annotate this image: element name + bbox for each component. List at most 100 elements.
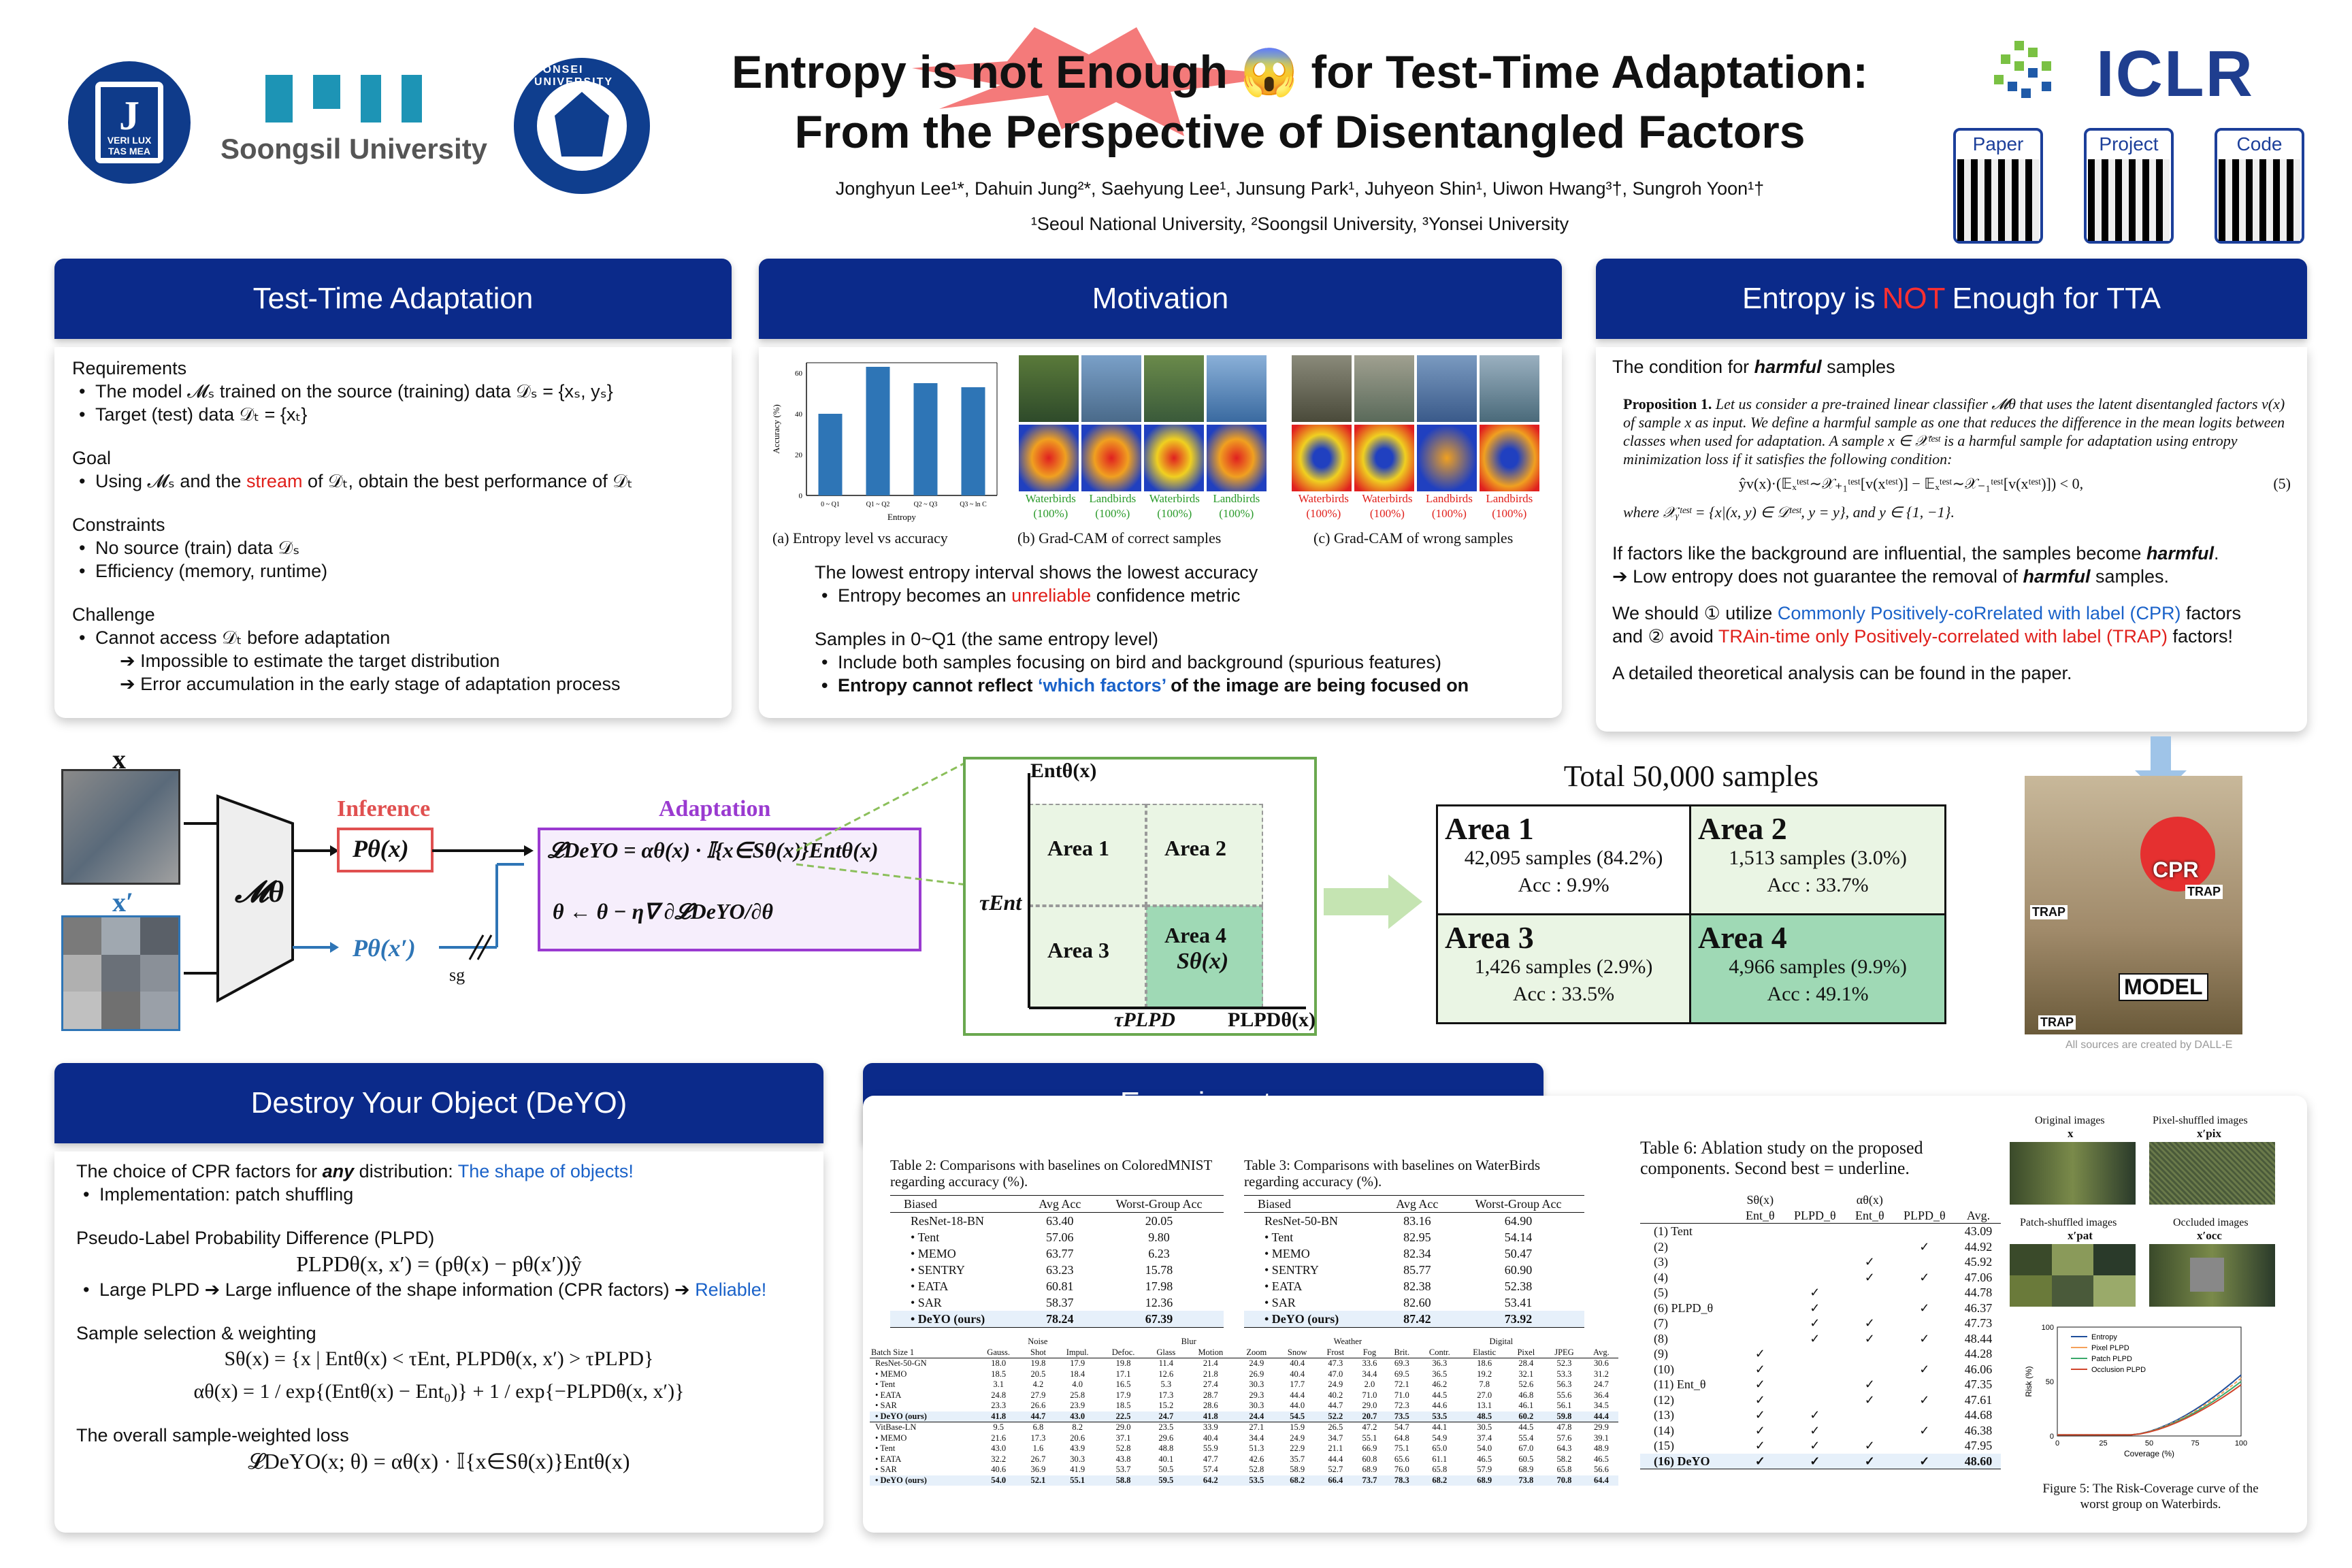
- motivation-header: Motivation: [759, 259, 1562, 339]
- label-correct: Waterbirds (100%): [1025, 492, 1076, 520]
- table-row: (8) ✓ ✓ ✓ 48.44: [1654, 1331, 1993, 1345]
- patch-shuffled-image: [2010, 1244, 2136, 1307]
- proposition-eq: ŷv(x)·(𝔼ₓᵗᵉˢᵗ∼𝒳₊₁ᵗᵉˢᵗ[v(xᵗᵉˢᵗ)] − 𝔼ₓᵗᵉˢᵗ…: [1739, 475, 2291, 492]
- table-row: • EATA 24.8 27.9 25.8 17.9 17.3 28.7 29.3 44.4 40…: [875, 1390, 1609, 1400]
- table-row: • SENTRY 63.23 15.78: [911, 1263, 1173, 1277]
- motivation-line: The lowest entropy interval shows the lo…: [815, 562, 1258, 583]
- table6-caption: Table 6: Ablation study on the proposed …: [1640, 1138, 1923, 1178]
- con-title: Constraints: [72, 514, 165, 535]
- weight-eq: αθ(x) = 1 / exp{(Entθ(x) − Ent₀)} + 1 / …: [193, 1380, 685, 1403]
- bar: [961, 387, 985, 495]
- con-item: Efficiency (memory, runtime): [72, 559, 714, 583]
- fig-symbol: x′pix: [2197, 1127, 2221, 1140]
- table-row: (14) ✓ ✓ ✓ 46.38: [1654, 1423, 1993, 1437]
- y-tick-label: 60: [795, 370, 803, 378]
- area-1: [1029, 804, 1146, 906]
- snu-logo: J VERI LUX TAS MEA: [61, 54, 197, 191]
- x-label: x: [112, 744, 126, 774]
- legend-entry: Occlusion PLPD: [2091, 1366, 2146, 1374]
- table-row: • Tent 3.1 4.2 4.0 16.5 5.3 27.4 30.3 17.7 24.9 2.…: [875, 1379, 1609, 1389]
- entropy-accuracy-chart: 0 20 40 60 0 ~ Q1 Q1 ~ Q2 Q2 ~ Q3 Q3 ~ ln C Entr…: [771, 362, 998, 522]
- table-row: (10) ✓ ✓ 46.06: [1654, 1362, 1993, 1376]
- fig-label: Occluded images: [2173, 1217, 2249, 1228]
- label-correct: Waterbirds (100%): [1149, 492, 1200, 520]
- table-header: Batch Size 1 Gauss. Shot Impul. Defoc. Glass M…: [870, 1348, 1618, 1358]
- series-line: [2057, 1384, 2242, 1436]
- x-tick-label: 75: [2191, 1439, 2199, 1448]
- y-tick-label: 50: [2046, 1378, 2054, 1386]
- qr-code-icon: [2219, 159, 2300, 241]
- table-row: • SAR 82.60 53.41: [1264, 1296, 1533, 1309]
- cpr-illustration: CPR TRAP TRAP TRAP MODEL: [2025, 776, 2242, 1034]
- plpd-note: Large PLPD ➔ Large influence of the shap…: [76, 1278, 802, 1301]
- table-row: • MEMO 63.77 6.23: [911, 1247, 1170, 1260]
- area-2-cell: Area 2 1,513 samples (3.0%) Acc : 33.7%: [1689, 804, 1946, 915]
- model-tag: MODEL: [2119, 973, 2208, 1001]
- area-4-cell: Area 4 4,966 samples (9.9%) Acc : 49.1%: [1689, 913, 1946, 1024]
- area-2-label: Area 2: [1164, 836, 1226, 860]
- title-line2: From the Perspective of Disentangled Fac…: [794, 106, 1806, 158]
- label-wrong: Waterbirds (100%): [1362, 492, 1413, 520]
- fig-label: Original images: [2035, 1115, 2105, 1126]
- total-samples: Total 50,000 samples: [1563, 760, 1819, 793]
- req-item: Target (test) data 𝒟ₜ = {xₜ}: [72, 403, 714, 426]
- trap-tag: TRAP: [2038, 1015, 2076, 1030]
- table-row: VitBase-LN 9.5 6.8 8.2 29.0 23.5 33.9 27.1 15.9 2…: [870, 1422, 1618, 1433]
- original-image: [2010, 1142, 2136, 1205]
- x-tick-label: 50: [2145, 1439, 2153, 1448]
- analysis-note: A detailed theoretical analysis can be f…: [1612, 663, 2072, 683]
- x-tick-label: Q3 ~ ln C: [960, 501, 987, 508]
- fig-label: Pixel-shuffled images: [2153, 1115, 2248, 1126]
- series-line: [2057, 1381, 2242, 1436]
- table-header: Ent_θ PLPD_θ Ent_θ PLPD_θ Avg.: [1640, 1208, 2001, 1224]
- soongsil-logo: Soongsil University: [218, 68, 490, 184]
- y-tick-label: 100: [2042, 1324, 2054, 1332]
- x-tick-label: Q2 ~ Q3: [914, 501, 938, 508]
- fig-label: Patch-shuffled images: [2020, 1217, 2117, 1228]
- adaptation-label: Adaptation: [659, 796, 771, 821]
- x-axis-label: Coverage (%): [2124, 1449, 2174, 1458]
- trap-tag: TRAP: [2185, 885, 2223, 899]
- figure5-caption: Figure 5: The Risk-Coverage curve of the…: [2042, 1482, 2259, 1512]
- series-line: [2057, 1377, 2242, 1436]
- table-row: • EATA 60.81 17.98: [911, 1279, 1173, 1293]
- title-line1: Entropy is not Enough 😱 for Test-Time Ad…: [731, 46, 1869, 98]
- paper-link[interactable]: Paper: [1953, 128, 2043, 244]
- update-eq: θ ← θ − η∇ ∂𝓛DeYO/∂θ: [553, 899, 773, 924]
- dalle-note: All sources are created by DALL-E: [2065, 1039, 2233, 1051]
- soongsil-name: Soongsil University: [220, 133, 488, 165]
- model-symbol: 𝓜θ: [235, 875, 284, 909]
- table-row: (3) ✓ 45.92: [1654, 1255, 1993, 1269]
- area-2: [1146, 804, 1263, 906]
- area-3-cell: Area 3 1,426 samples (2.9%) Acc : 33.5%: [1436, 913, 1691, 1024]
- page-title: Entropy is not Enough 😱 for Test-Time Ad…: [653, 42, 1946, 162]
- gradcam-correct-grid: [1019, 355, 1267, 491]
- project-link[interactable]: Project: [2084, 128, 2174, 244]
- fig-symbol: x: [2068, 1127, 2074, 1140]
- table-row: • MEMO 18.5 20.5 18.4 17.1 12.6 21.8 26.9 40.4 47…: [875, 1369, 1609, 1379]
- table-row: • SAR 23.3 26.6 23.9 18.5 15.2 28.6 30.3 44.0 44.…: [875, 1401, 1609, 1410]
- challenge-arrow: ➔ Impossible to estimate the target dist…: [120, 651, 500, 671]
- cpr-choice: The choice of CPR factors for any distri…: [76, 1161, 634, 1181]
- table-row: (6) PLPD_θ ✓ ✓ 46.37: [1654, 1301, 1993, 1315]
- plot-frame: [2057, 1326, 2242, 1437]
- trap-line: and ② avoid TRAin-time only Positively-c…: [1612, 626, 2234, 647]
- loss-title: The overall sample-weighted loss: [76, 1425, 349, 1446]
- harmful-condition: The condition for harmful samples: [1612, 357, 1895, 377]
- x-tick-label: 25: [2099, 1439, 2107, 1448]
- area-1-cell: Area 1 42,095 samples (84.2%) Acc : 9.9%: [1436, 804, 1691, 915]
- code-link-label: Code: [2236, 133, 2283, 154]
- legend-entry: Entropy: [2091, 1333, 2117, 1341]
- proposition-where: where 𝒳ᵧᵗᵉˢᵗ = {x|(x, y) ∈ 𝒟ᵗᵉˢᵗ, y = y}…: [1623, 504, 1955, 521]
- code-link[interactable]: Code: [2215, 128, 2304, 244]
- area-4: [1146, 906, 1263, 1008]
- plpd-eq: PLPDθ(x, x′) = (pθ(x) − pθ(x′))ŷ: [296, 1252, 582, 1276]
- affiliations: ¹Seoul National University, ²Soongsil Un…: [1030, 214, 1569, 234]
- harmful-line: If factors like the background are influ…: [1612, 543, 2219, 564]
- motivation-bullet: Entropy cannot reflect ‘which factors’ o…: [815, 674, 1556, 697]
- table-row: (2) ✓ 44.92: [1654, 1239, 1993, 1254]
- motivation-bullet: Include both samples focusing on bird an…: [815, 651, 1556, 674]
- area-3: [1029, 906, 1146, 1008]
- snu-word: TAS: [108, 146, 127, 157]
- table-row: • DeYO (ours) 87.42 73.92: [1244, 1311, 1584, 1328]
